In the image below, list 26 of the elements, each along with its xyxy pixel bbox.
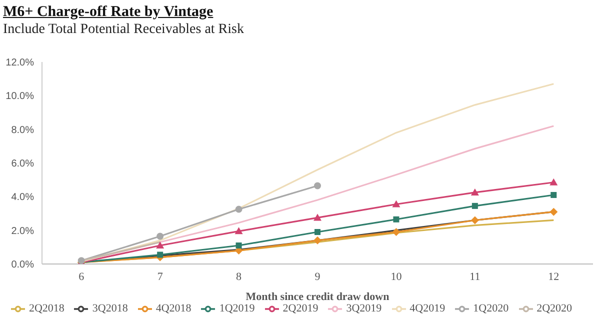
x-tick-label: 11 xyxy=(470,270,480,283)
x-tick-label: 9 xyxy=(314,270,321,283)
y-tick-label: 10.0% xyxy=(6,91,34,102)
legend-label: 1Q2019 xyxy=(219,302,255,315)
legend-label: 3Q2018 xyxy=(92,302,128,315)
legend-label: 4Q2018 xyxy=(156,302,192,315)
x-tick-label: 6 xyxy=(78,270,85,283)
y-tick-label: 12.0% xyxy=(6,58,34,69)
chart-subtitle: Include Total Potential Receivables at Risk xyxy=(3,22,244,38)
legend-label: 2Q2019 xyxy=(282,302,318,315)
y-tick-label: 6.0% xyxy=(11,158,34,170)
y-tick-label: 0.0% xyxy=(11,260,34,271)
x-axis-title: Month since credit draw down xyxy=(246,291,390,303)
y-tick-label: 4.0% xyxy=(11,192,34,204)
legend-label: 1Q2020 xyxy=(473,302,509,315)
x-tick-label: 8 xyxy=(236,270,242,283)
legend-label: 4Q2019 xyxy=(410,302,446,315)
x-tick-label: 7 xyxy=(157,270,164,283)
legend-label: 2Q2020 xyxy=(536,302,572,315)
legend-label: 3Q2019 xyxy=(346,302,382,315)
x-tick-label: 10 xyxy=(390,270,402,283)
chart-title: M6+ Charge-off Rate by Vintage xyxy=(3,4,214,21)
y-tick-label: 2.0% xyxy=(11,226,34,237)
legend-label: 2Q2018 xyxy=(28,302,64,315)
y-tick-label: 8.0% xyxy=(11,124,34,136)
x-tick-label: 12 xyxy=(548,270,560,283)
